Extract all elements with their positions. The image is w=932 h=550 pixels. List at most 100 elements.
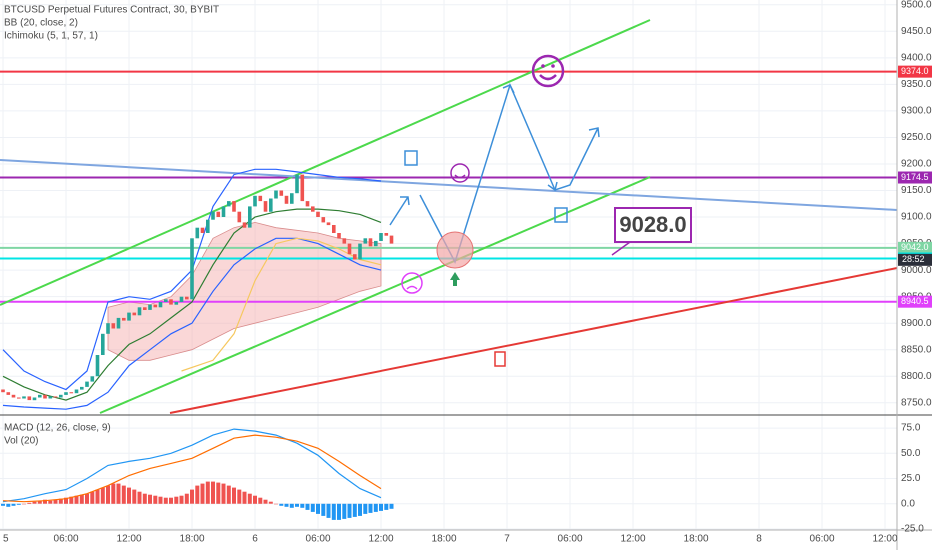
macd-histogram-bar bbox=[347, 503, 352, 518]
macd-histogram-bar bbox=[116, 483, 121, 504]
macd-histogram-bar bbox=[295, 503, 299, 507]
y-tick-label: 9250.0 bbox=[901, 132, 932, 143]
x-tick-label: 06:00 bbox=[54, 534, 79, 545]
countdown-box bbox=[898, 253, 932, 266]
candle-body bbox=[11, 394, 16, 398]
candle-body bbox=[342, 238, 347, 244]
candle-body bbox=[43, 394, 47, 399]
macd-histogram-bar bbox=[1, 503, 5, 506]
macd-histogram-bar bbox=[95, 489, 100, 504]
channel-lower bbox=[99, 176, 651, 414]
candle-body bbox=[221, 206, 226, 217]
candle-body bbox=[305, 201, 310, 207]
smiley-mouth bbox=[454, 174, 466, 179]
candle-body bbox=[164, 299, 168, 302]
candle-body bbox=[311, 206, 315, 212]
x-tick-label: 6 bbox=[252, 534, 258, 545]
macd-histogram-bar bbox=[85, 493, 89, 504]
macd-histogram-bar bbox=[132, 489, 137, 504]
chart-title: BTCUSD Perpetual Futures Contract, 30, B… bbox=[4, 5, 219, 16]
macd-histogram-bar bbox=[363, 503, 368, 514]
candle-body bbox=[227, 201, 231, 207]
macd-histogram-bar bbox=[310, 503, 315, 512]
up-arrow-icon bbox=[450, 272, 460, 286]
macd-histogram-bar bbox=[174, 496, 179, 504]
macd-histogram-bar bbox=[6, 503, 11, 507]
candle-body bbox=[332, 225, 336, 233]
candle-body bbox=[69, 392, 74, 394]
candle-body bbox=[116, 317, 121, 329]
macd-histogram-bar bbox=[100, 487, 105, 504]
macd-histogram-bar bbox=[352, 503, 357, 517]
callout-box bbox=[614, 207, 692, 243]
candle-body bbox=[274, 190, 278, 199]
macd-histogram-bar bbox=[253, 495, 257, 504]
macd-histogram-bar bbox=[79, 494, 84, 504]
candle-body bbox=[363, 238, 368, 244]
candles bbox=[1, 174, 394, 401]
candle-body bbox=[300, 174, 305, 202]
candle-body bbox=[263, 201, 268, 212]
macd-histogram-bar bbox=[342, 503, 347, 519]
grid bbox=[0, 0, 897, 530]
candle-body bbox=[127, 312, 131, 321]
candle-body bbox=[122, 317, 126, 321]
y-tick-label: 50.0 bbox=[901, 448, 921, 459]
smiley-small bbox=[450, 163, 470, 183]
candle-body bbox=[248, 206, 252, 228]
x-tick-label: 06:00 bbox=[306, 534, 331, 545]
macd-histogram-bar bbox=[226, 485, 231, 504]
macd-histogram-bar bbox=[263, 499, 268, 504]
macd-histogram-bar bbox=[237, 489, 242, 504]
smiley-eye bbox=[551, 64, 555, 68]
candle-body bbox=[211, 211, 215, 220]
y-tick-label: 9400.0 bbox=[901, 52, 932, 63]
candle-body bbox=[337, 233, 341, 239]
level-label-box bbox=[898, 171, 932, 184]
candle-body bbox=[316, 211, 320, 217]
y-tick-label: 9500.0 bbox=[901, 0, 932, 10]
macd-histogram-bar bbox=[64, 497, 68, 504]
macd-histogram-bar bbox=[279, 503, 284, 506]
macd-histogram-bar bbox=[211, 481, 215, 504]
macd-histogram-bar bbox=[358, 503, 362, 516]
indicator-line bbox=[2, 208, 382, 401]
macd-histogram-bar bbox=[37, 500, 42, 504]
macd-histogram-bar bbox=[48, 500, 53, 504]
macd-histogram-bar bbox=[121, 485, 126, 504]
y-tick-label: 8800.0 bbox=[901, 371, 932, 382]
macd-histogram-bar bbox=[368, 503, 373, 513]
macd-histogram-bar bbox=[389, 503, 394, 509]
macd-histogram-bar bbox=[169, 497, 173, 504]
candle-body bbox=[80, 386, 84, 390]
macd-histogram-bar bbox=[195, 485, 200, 504]
y-tick-label: 8750.0 bbox=[901, 397, 932, 408]
x-tick-label: 06:00 bbox=[810, 534, 835, 545]
indicator-label: BB (20, close, 2) bbox=[4, 18, 78, 29]
macd-histogram-bar bbox=[137, 491, 142, 504]
y-tick-label: 25.0 bbox=[901, 473, 921, 484]
candle-body bbox=[206, 219, 210, 233]
candle-body bbox=[200, 227, 205, 233]
candle-body bbox=[111, 323, 116, 329]
candle-body bbox=[216, 211, 221, 217]
macd-histogram-bar bbox=[242, 491, 247, 504]
candle-body bbox=[284, 195, 289, 204]
y-tick-label: -25.0 bbox=[901, 524, 924, 535]
candle-body bbox=[290, 193, 294, 204]
candle-body bbox=[1, 389, 5, 393]
y-tick-label: 9350.0 bbox=[901, 79, 932, 90]
macd-histogram-bar bbox=[289, 503, 294, 508]
candle-body bbox=[132, 312, 137, 316]
smiley-face bbox=[531, 54, 565, 88]
macd-histogram-bar bbox=[127, 487, 131, 504]
macd-histogram-bar bbox=[53, 499, 58, 504]
cloud-area bbox=[107, 221, 382, 361]
level-label: 9042.0 bbox=[901, 242, 929, 252]
candle-body bbox=[237, 211, 242, 223]
hand-icon bbox=[554, 207, 568, 223]
macd-histogram-bar bbox=[179, 495, 184, 504]
x-tick-label: 18:00 bbox=[180, 534, 205, 545]
